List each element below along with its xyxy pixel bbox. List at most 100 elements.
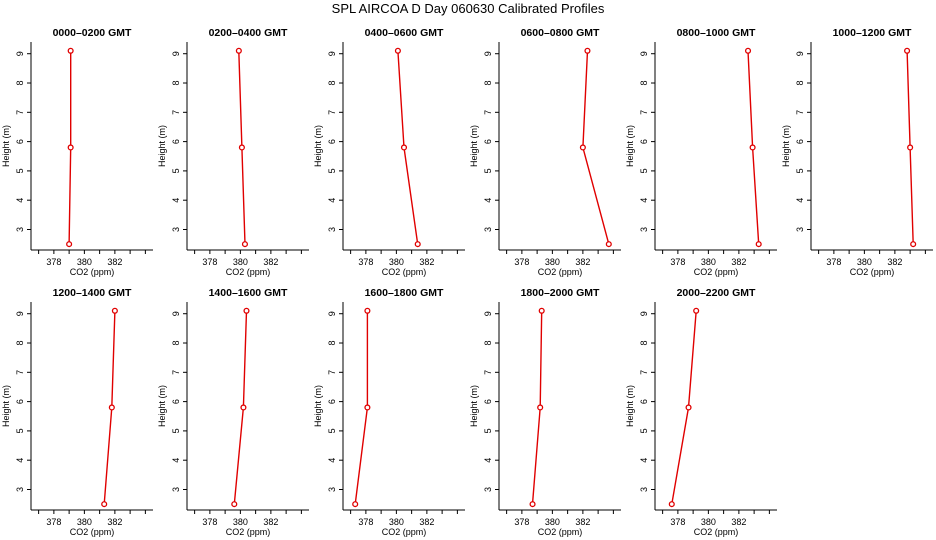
x-axis-label: CO2 (ppm): [226, 527, 271, 537]
x-tick-label: 378: [358, 517, 373, 527]
x-axis-label: CO2 (ppm): [70, 527, 115, 537]
y-tick-label: 4: [327, 198, 337, 203]
data-point: [668, 501, 675, 508]
x-tick-label: 382: [419, 257, 434, 267]
x-tick-label: 382: [419, 517, 434, 527]
y-tick-label: 5: [171, 168, 181, 173]
y-tick-label: 3: [327, 227, 337, 232]
y-tick-label: 3: [483, 227, 493, 232]
y-tick-label: 6: [171, 139, 181, 144]
x-tick-label: 380: [77, 257, 92, 267]
data-point: [101, 501, 108, 508]
y-tick-label: 8: [795, 81, 805, 86]
y-tick-label: 5: [483, 168, 493, 173]
y-tick-label: 3: [171, 227, 181, 232]
data-point: [685, 404, 692, 411]
x-tick-label: 378: [46, 517, 61, 527]
data-point: [231, 501, 238, 508]
y-tick-label: 6: [15, 139, 25, 144]
data-point: [537, 404, 544, 411]
x-axis-label: CO2 (ppm): [694, 527, 739, 537]
y-tick-label: 5: [327, 168, 337, 173]
data-point: [364, 404, 371, 411]
x-tick-label: 380: [77, 517, 92, 527]
x-tick-label: 380: [545, 517, 560, 527]
y-axis-label: Height (m): [625, 125, 635, 167]
data-point: [111, 307, 118, 314]
x-axis-label: CO2 (ppm): [538, 527, 583, 537]
x-axis-label: CO2 (ppm): [382, 527, 427, 537]
x-tick-label: 378: [670, 517, 685, 527]
data-point: [693, 307, 700, 314]
data-point: [364, 307, 371, 314]
data-point: [66, 241, 73, 248]
y-tick-label: 5: [639, 428, 649, 433]
data-point: [755, 241, 762, 248]
y-tick-label: 7: [639, 110, 649, 115]
data-point: [394, 47, 401, 54]
y-tick-label: 3: [15, 487, 25, 492]
y-tick-label: 9: [327, 311, 337, 316]
y-tick-label: 9: [171, 51, 181, 56]
y-tick-label: 9: [327, 51, 337, 56]
x-tick-label: 378: [514, 517, 529, 527]
y-tick-label: 7: [795, 110, 805, 115]
y-axis-label: Height (m): [1, 125, 11, 167]
y-axis-label: Height (m): [781, 125, 791, 167]
y-axis-label: Height (m): [313, 385, 323, 427]
x-axis-label: CO2 (ppm): [538, 267, 583, 277]
y-tick-label: 9: [483, 51, 493, 56]
y-tick-label: 8: [171, 341, 181, 346]
data-point: [108, 404, 115, 411]
y-tick-label: 8: [171, 81, 181, 86]
y-tick-label: 5: [15, 168, 25, 173]
panel-title: 0600–0800 GMT: [521, 27, 600, 39]
data-point: [910, 241, 917, 248]
profile-line: [582, 50, 610, 245]
x-tick-label: 380: [233, 517, 248, 527]
x-tick-label: 382: [575, 517, 590, 527]
data-point: [907, 144, 914, 151]
y-tick-label: 3: [171, 487, 181, 492]
y-tick-label: 7: [327, 110, 337, 115]
panel-title: 1600–1800 GMT: [365, 287, 444, 299]
y-tick-label: 8: [327, 341, 337, 346]
profile-line: [397, 50, 419, 245]
data-point: [235, 47, 242, 54]
y-tick-label: 9: [795, 51, 805, 56]
x-axis-label: CO2 (ppm): [382, 267, 427, 277]
x-tick-label: 382: [263, 257, 278, 267]
y-tick-label: 9: [171, 311, 181, 316]
x-tick-label: 380: [389, 517, 404, 527]
y-tick-label: 8: [15, 81, 25, 86]
x-tick-label: 382: [887, 257, 902, 267]
y-tick-label: 3: [327, 487, 337, 492]
y-axis-label: Height (m): [1, 385, 11, 427]
data-point: [67, 47, 74, 54]
y-tick-label: 5: [639, 168, 649, 173]
x-tick-label: 380: [233, 257, 248, 267]
x-tick-label: 380: [857, 257, 872, 267]
data-point: [605, 241, 612, 248]
y-tick-label: 4: [171, 198, 181, 203]
data-point: [243, 307, 250, 314]
x-tick-label: 382: [263, 517, 278, 527]
y-tick-label: 6: [327, 139, 337, 144]
y-tick-label: 6: [639, 399, 649, 404]
x-tick-label: 378: [358, 257, 373, 267]
y-tick-label: 7: [15, 370, 25, 375]
y-tick-label: 7: [171, 110, 181, 115]
x-tick-label: 382: [107, 517, 122, 527]
y-axis-label: Height (m): [469, 385, 479, 427]
y-tick-label: 5: [15, 428, 25, 433]
y-tick-label: 3: [15, 227, 25, 232]
